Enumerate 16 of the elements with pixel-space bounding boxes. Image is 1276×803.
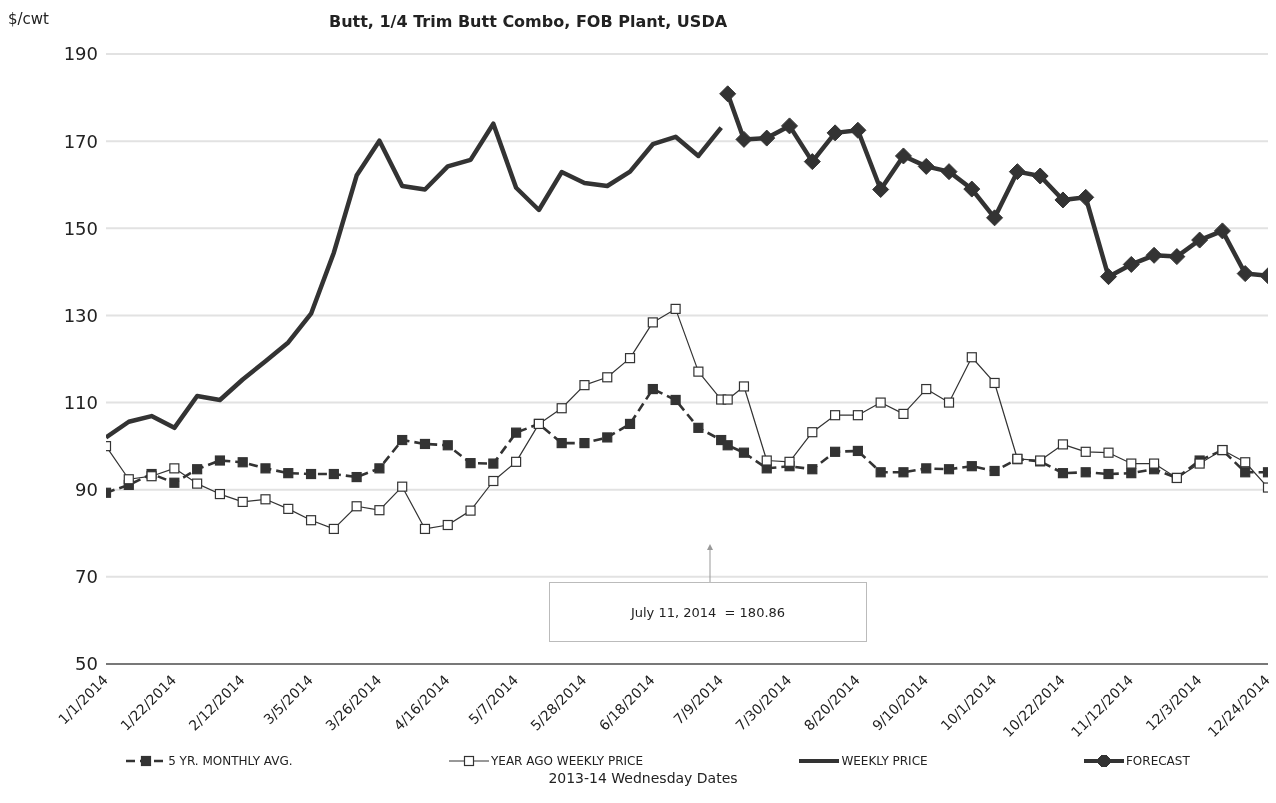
x-axis-title: 2013-14 Wednesday Dates xyxy=(547,770,739,786)
y-tick-label: 170 xyxy=(63,130,98,152)
y-tick-label: 110 xyxy=(63,391,98,413)
chart-title: Butt, 1/4 Trim Butt Combo, FOB Plant, USDA xyxy=(327,12,729,31)
y-tick-label: 50 xyxy=(75,653,98,675)
y-tick-label: 130 xyxy=(63,304,98,326)
legend-label: YEAR AGO WEEKLY PRICE xyxy=(490,754,644,768)
annotation: July 11, 2014 = 180.86 xyxy=(549,582,867,642)
y-tick-label: 150 xyxy=(63,217,98,239)
legend-label: WEEKLY PRICE xyxy=(841,754,928,768)
y-axis-title: $/cwt xyxy=(8,10,49,28)
y-tick-label: 190 xyxy=(63,43,98,65)
y-tick-label: 90 xyxy=(75,479,98,501)
y-tick-label: 70 xyxy=(75,566,98,588)
legend-label: FORECAST xyxy=(1125,754,1190,768)
legend-label: 5 YR. MONTHLY AVG. xyxy=(168,754,293,768)
